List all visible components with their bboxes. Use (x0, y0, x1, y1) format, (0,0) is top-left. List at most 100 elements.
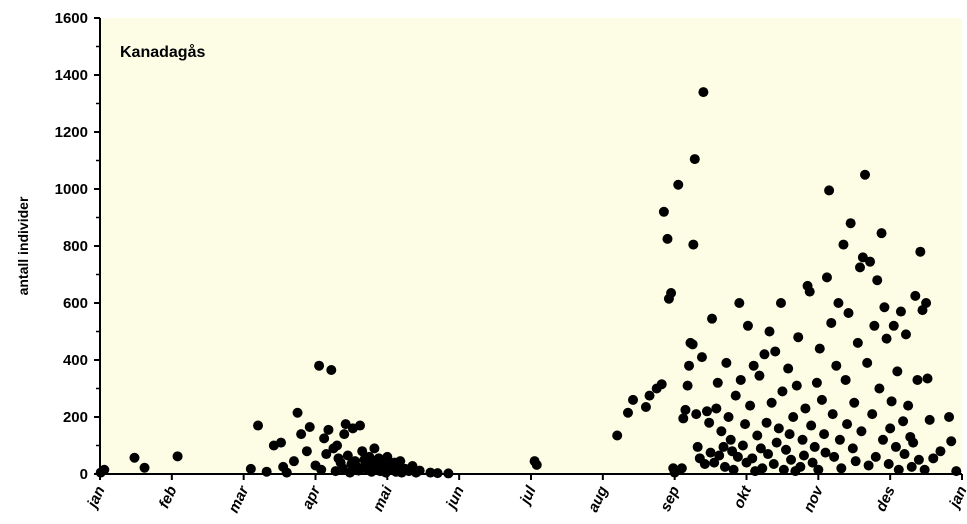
y-tick-label: 1400 (55, 67, 88, 84)
x-tick-label: sep (657, 484, 683, 515)
data-point (791, 380, 802, 391)
data-point (764, 326, 775, 337)
data-point (826, 317, 837, 328)
data-point (339, 429, 350, 440)
x-tick-label: des (872, 484, 898, 515)
data-point (895, 306, 906, 317)
data-point (698, 87, 709, 98)
data-point (680, 404, 691, 415)
data-point (928, 453, 939, 464)
data-point (842, 419, 853, 430)
data-point (745, 400, 756, 411)
data-point (843, 307, 854, 318)
data-point (833, 298, 844, 308)
data-point (865, 256, 876, 267)
data-point (759, 349, 770, 360)
data-point (860, 169, 871, 180)
data-point (857, 252, 868, 263)
y-tick-label: 1600 (55, 10, 88, 27)
x-tick-label: apr (299, 482, 325, 511)
data-point (644, 390, 655, 401)
x-tick-label: jul (516, 483, 540, 509)
data-point (296, 429, 307, 440)
data-point (691, 409, 702, 420)
data-point (357, 446, 368, 457)
data-point (840, 374, 851, 385)
data-point (893, 464, 904, 475)
data-point (734, 298, 745, 308)
data-point (704, 417, 715, 428)
data-point (872, 275, 883, 286)
x-tick-label: nov (800, 482, 827, 515)
data-point (816, 394, 827, 405)
data-point (321, 449, 332, 460)
data-point (701, 406, 712, 417)
data-point (684, 360, 695, 371)
data-point (425, 467, 436, 478)
data-point (355, 420, 366, 431)
data-point (763, 449, 774, 460)
data-point (705, 447, 716, 458)
data-point (850, 456, 861, 467)
data-point (804, 286, 815, 297)
data-point (784, 429, 795, 440)
data-point (849, 397, 860, 408)
data-point (139, 462, 150, 473)
data-point (912, 374, 923, 385)
data-point (682, 380, 693, 391)
x-tick-label: jan (945, 484, 967, 513)
data-point (777, 386, 788, 397)
data-point (245, 463, 256, 474)
data-point (906, 461, 917, 472)
data-point (261, 466, 272, 477)
data-point (885, 423, 896, 434)
data-point (288, 456, 299, 467)
data-point (712, 377, 723, 388)
data-point (813, 464, 824, 475)
data-point (326, 364, 337, 375)
data-point (754, 370, 765, 381)
data-point (788, 412, 799, 422)
data-point (856, 426, 867, 437)
data-point (863, 460, 874, 471)
data-point (886, 396, 897, 407)
data-point (888, 320, 899, 331)
x-tick-label: jun (442, 484, 468, 513)
data-point (797, 434, 808, 445)
data-point (281, 467, 292, 478)
data-point (728, 464, 739, 475)
plot-area (100, 18, 962, 474)
chart-title: Kanadagås (120, 43, 205, 61)
data-point (783, 363, 794, 374)
data-point (678, 413, 689, 424)
data-point (913, 454, 924, 465)
data-point (688, 239, 699, 250)
data-point (340, 419, 351, 430)
data-point (793, 332, 804, 343)
data-point (276, 437, 287, 448)
data-point (870, 451, 881, 462)
data-point (845, 218, 856, 229)
data-point (369, 443, 380, 454)
data-point (737, 440, 748, 451)
data-point (714, 450, 725, 461)
data-point (699, 459, 710, 470)
data-point (847, 443, 858, 454)
data-point (723, 412, 734, 422)
data-point (755, 443, 766, 454)
x-tick-label: okt (730, 483, 755, 511)
data-point (883, 459, 894, 470)
data-point (740, 419, 751, 430)
data-point (786, 454, 797, 465)
data-point (656, 379, 667, 390)
data-point (687, 339, 698, 350)
y-tick-labels: 0 200 400 600 800 1000 1200 1400 1600 (55, 10, 88, 483)
x-tick-label: feb (156, 484, 181, 512)
y-tick-label: 800 (63, 238, 88, 255)
x-tick-label: jan (83, 484, 108, 513)
data-point (800, 403, 811, 414)
data-point (761, 417, 772, 428)
data-point (834, 434, 845, 445)
data-point (778, 464, 789, 475)
data-point (831, 360, 842, 371)
